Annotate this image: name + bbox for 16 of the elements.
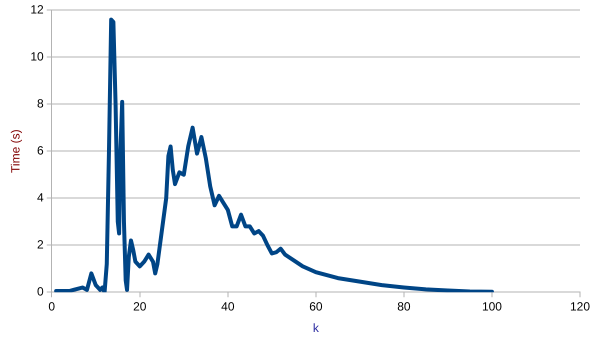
y-tick-label: 4 [37,190,44,205]
y-tick-label: 0 [37,284,44,299]
x-tick-label: 120 [570,300,590,314]
x-tick-label: 60 [309,300,323,314]
y-tick-label: 8 [37,96,44,111]
y-tick-label: 12 [30,2,44,17]
x-tick-label: 40 [221,300,235,314]
x-axis-title: k [312,321,320,336]
y-tick-label: 10 [30,50,44,64]
x-tick-label: 100 [482,300,502,314]
y-tick-label: 2 [37,238,44,252]
y-axis-title: Time (s) [8,129,23,173]
x-tick-label: 20 [133,300,147,314]
x-tick-label: 0 [48,300,56,314]
x-tick-label: 80 [397,300,411,314]
y-tick-label: 6 [37,144,44,158]
